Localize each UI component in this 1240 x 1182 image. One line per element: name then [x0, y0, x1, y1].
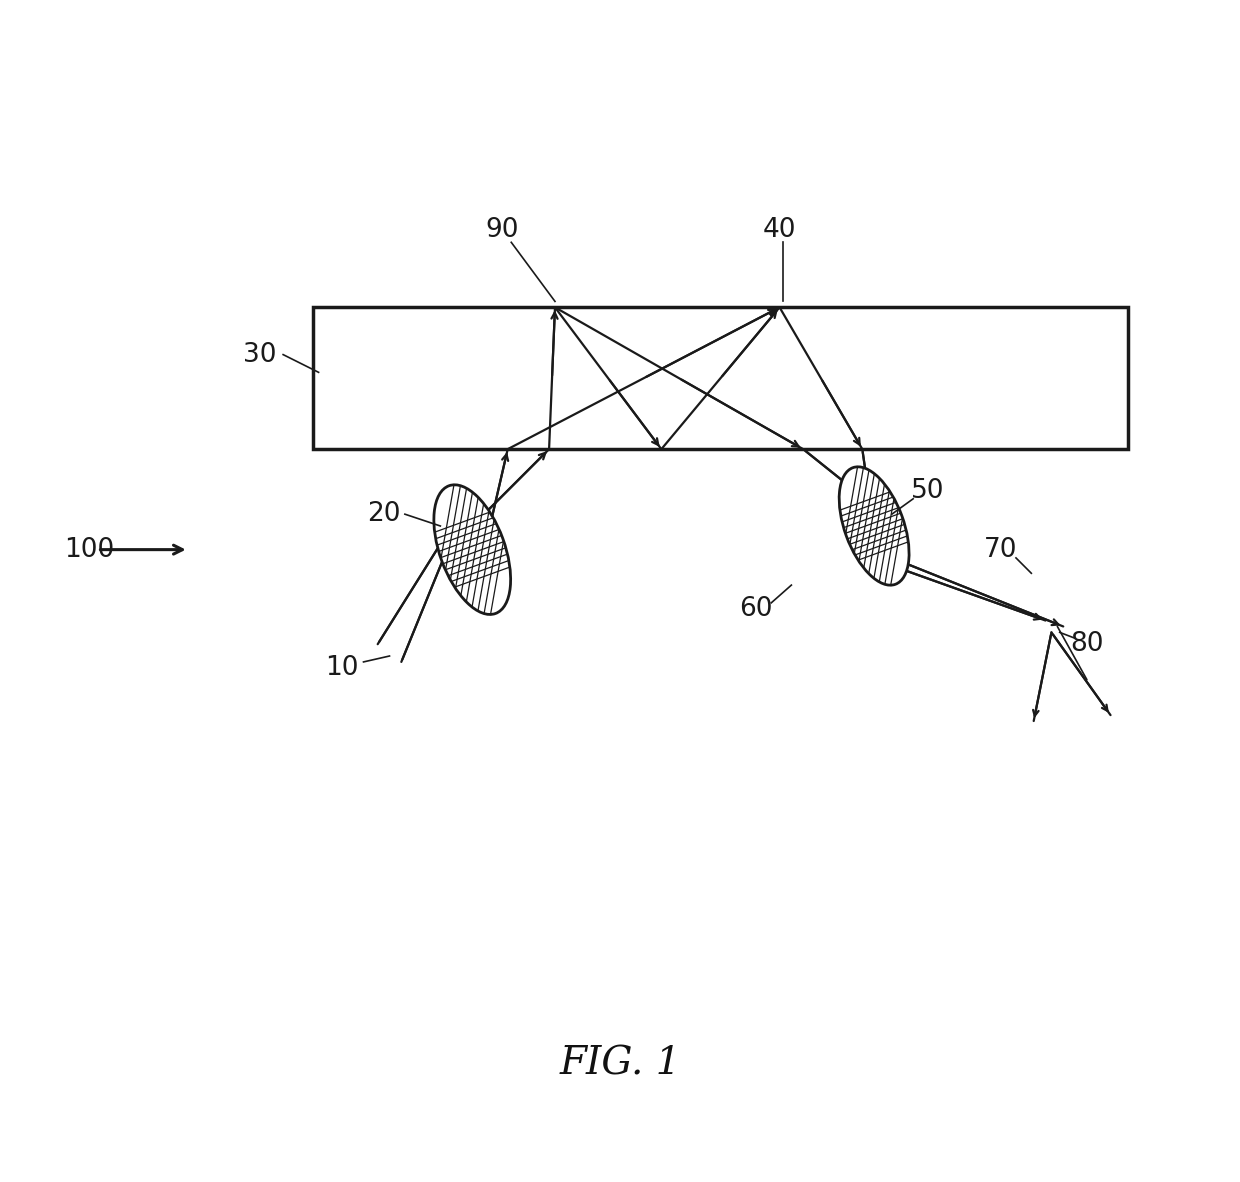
Text: 20: 20 — [367, 501, 401, 527]
Text: 60: 60 — [739, 596, 773, 622]
Text: 90: 90 — [485, 217, 518, 243]
Text: 80: 80 — [1070, 631, 1104, 657]
Text: 10: 10 — [325, 655, 360, 681]
Text: 40: 40 — [763, 217, 796, 243]
Ellipse shape — [839, 467, 909, 585]
Bar — [312, 307, 1128, 449]
Text: FIG. 1: FIG. 1 — [559, 1045, 681, 1083]
Text: 30: 30 — [243, 342, 277, 368]
Ellipse shape — [434, 485, 511, 615]
Text: 70: 70 — [983, 537, 1017, 563]
Text: 100: 100 — [64, 537, 115, 563]
Text: 50: 50 — [910, 478, 944, 504]
